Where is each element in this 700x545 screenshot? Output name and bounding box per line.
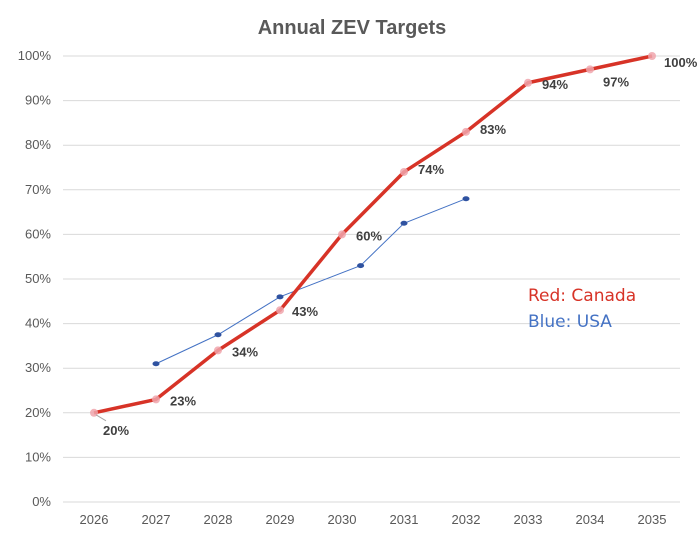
canada-point — [338, 230, 346, 239]
usa-point — [400, 220, 408, 226]
data-label: 43% — [292, 304, 318, 319]
usa-point — [214, 332, 222, 338]
y-tick-label: 30% — [25, 360, 51, 375]
annotation-canada: Red: Canada — [528, 286, 636, 306]
canada-point — [586, 65, 594, 74]
y-tick-label: 0% — [32, 494, 51, 509]
series-usa — [152, 196, 470, 367]
y-tick-label: 60% — [25, 226, 51, 241]
x-tick-label: 2034 — [576, 512, 605, 527]
canada-point — [152, 395, 160, 404]
y-axis-ticks: 0% 10% 20% 30% 40% 50% 60% 70% 80% 90% 100% — [18, 48, 52, 509]
canada-point — [400, 167, 408, 176]
canada-line — [93, 54, 653, 415]
data-label: 74% — [418, 162, 444, 177]
data-label: 20% — [103, 423, 129, 438]
y-tick-label: 90% — [25, 93, 51, 108]
data-label: 60% — [356, 228, 382, 243]
x-tick-label: 2032 — [452, 512, 481, 527]
chart-title: Annual ZEV Targets — [258, 17, 447, 39]
gridlines — [63, 55, 680, 503]
data-label: 83% — [480, 122, 506, 137]
y-tick-label: 80% — [25, 137, 51, 152]
canada-point — [462, 127, 470, 136]
data-label-leader — [95, 414, 107, 422]
y-tick-label: 50% — [25, 271, 51, 286]
y-tick-label: 100% — [18, 48, 52, 63]
y-tick-label: 20% — [25, 405, 51, 420]
data-label: 23% — [170, 393, 196, 408]
data-label: 94% — [542, 77, 568, 92]
usa-point — [152, 361, 160, 367]
y-tick-label: 40% — [25, 316, 51, 331]
x-tick-label: 2035 — [638, 512, 667, 527]
x-tick-label: 2026 — [80, 512, 109, 527]
x-tick-label: 2029 — [266, 512, 295, 527]
data-label: 34% — [232, 344, 258, 359]
usa-point — [276, 294, 284, 300]
usa-line — [155, 198, 467, 365]
y-tick-label: 70% — [25, 182, 51, 197]
canada-point — [276, 306, 284, 315]
canada-point — [524, 78, 532, 87]
annotation-usa: Blue: USA — [528, 312, 612, 332]
canada-point — [648, 52, 656, 60]
x-tick-label: 2030 — [328, 512, 357, 527]
x-tick-label: 2031 — [390, 512, 419, 527]
data-label: 97% — [603, 74, 629, 89]
x-axis-ticks: 2026 2027 2028 2029 2030 2031 2032 2033 2034 2035 — [80, 512, 667, 527]
series-canada — [90, 52, 656, 417]
y-tick-label: 10% — [25, 449, 51, 464]
x-tick-label: 2027 — [142, 512, 171, 527]
canada-point — [214, 346, 222, 355]
usa-point — [462, 196, 470, 202]
data-label: 100% — [664, 55, 698, 70]
data-labels: 20% 23% 34% 43% 60% 74% 83% 94% 97% 100% — [95, 55, 698, 438]
usa-point — [357, 263, 365, 269]
x-tick-label: 2033 — [514, 512, 543, 527]
x-tick-label: 2028 — [204, 512, 233, 527]
